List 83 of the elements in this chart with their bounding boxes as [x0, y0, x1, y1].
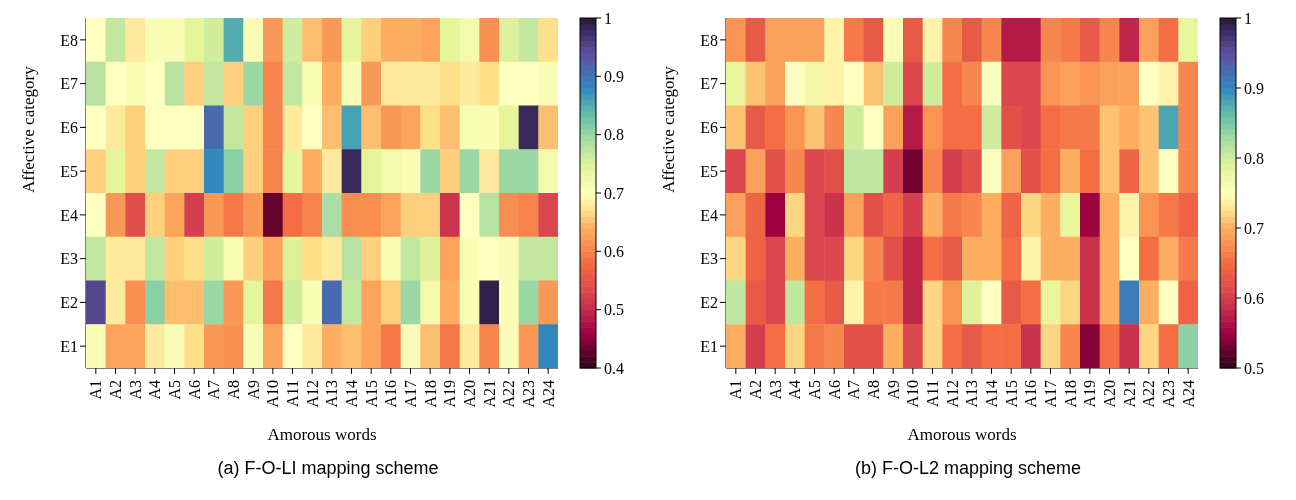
color-bar-label: 1 — [1244, 9, 1252, 27]
x-tick-label: A15 — [1002, 380, 1020, 408]
x-tick-label: A23 — [1160, 380, 1177, 408]
x-tick-label: A12 — [303, 380, 321, 408]
x-axis-title: Amorous words — [907, 425, 1017, 444]
x-tick-label: A6 — [825, 380, 843, 400]
y-tick-label: E8 — [60, 31, 78, 49]
text: (a) F-O-LI mapping scheme — [216, 458, 440, 479]
x-tick-label: A12 — [943, 380, 961, 408]
x-tick-label: A11 — [924, 380, 941, 407]
y-tick-label: E8 — [700, 31, 718, 49]
x-tick-label: A9 — [244, 380, 262, 400]
color-bar-label: 0.8 — [604, 126, 624, 144]
x-tick-label: A4 — [786, 380, 804, 400]
color-bar-label: 0.9 — [1244, 79, 1264, 97]
x-tick-label: A10 — [264, 380, 282, 408]
x-tick-label: A4 — [146, 380, 164, 400]
x-tick-label: A3 — [766, 380, 784, 400]
x-tick-label: A2 — [747, 380, 764, 400]
x-tick-label: A5 — [806, 380, 823, 400]
x-tick-label: A20 — [461, 380, 478, 408]
x-tick-label: A24 — [1179, 380, 1197, 408]
x-tick-label: A21 — [1120, 380, 1138, 408]
x-tick-label: A14 — [343, 380, 360, 408]
x-tick-label: A16 — [1022, 380, 1040, 408]
x-tick-label: A20 — [1101, 380, 1118, 408]
y-tick-label: E5 — [700, 162, 718, 180]
y-axis-title: Affective category — [19, 65, 39, 193]
color-bar-label: 0.6 — [1244, 289, 1264, 307]
x-tick-label: A1 — [87, 380, 105, 400]
x-tick-label: A1 — [727, 380, 745, 400]
text: (b) F-O-L2 mapping scheme — [853, 458, 1083, 479]
y-tick-label: E2 — [700, 294, 718, 312]
x-tick-label: A18 — [421, 380, 439, 408]
y-tick-label: E6 — [60, 119, 78, 137]
x-axis-title: Amorous words — [267, 425, 377, 444]
x-tick-label: A11 — [284, 380, 301, 407]
y-tick-label: E7 — [60, 75, 78, 93]
color-bar-label: 0.7 — [1244, 219, 1264, 237]
x-tick-label: A7 — [205, 380, 223, 400]
color-bar-label: 0.6 — [604, 242, 624, 260]
x-tick-label: A19 — [441, 380, 459, 408]
y-tick-label: E1 — [700, 337, 718, 355]
x-tick-label: A14 — [983, 380, 1000, 408]
y-tick-label: E2 — [60, 294, 78, 312]
x-tick-label: A22 — [1140, 380, 1158, 408]
x-tick-label: A3 — [126, 380, 144, 400]
x-tick-label: A2 — [107, 380, 124, 400]
x-tick-label: A8 — [865, 380, 882, 400]
y-tick-label: E4 — [700, 206, 718, 224]
color-bar-label: 0.8 — [1244, 149, 1264, 167]
x-tick-label: A10 — [904, 380, 922, 408]
color-bar-label: 0.7 — [604, 184, 624, 202]
x-tick-label: A17 — [1042, 380, 1059, 408]
y-tick-label: E3 — [60, 250, 78, 268]
color-bar-label: 1 — [604, 9, 612, 27]
x-tick-label: A7 — [845, 380, 863, 400]
x-tick-label: A22 — [500, 380, 518, 408]
y-tick-label: E5 — [60, 162, 78, 180]
color-bar-label: 0.4 — [604, 359, 624, 377]
x-tick-label: A9 — [884, 380, 902, 400]
x-tick-label: A5 — [166, 380, 183, 400]
x-tick-label: A19 — [1081, 380, 1099, 408]
color-bar-label: 0.5 — [1244, 359, 1264, 377]
x-tick-label: A23 — [520, 380, 537, 408]
x-tick-label: A13 — [963, 380, 981, 408]
x-tick-label: A21 — [480, 380, 498, 408]
x-tick-label: A16 — [382, 380, 400, 408]
x-tick-label: A6 — [185, 380, 203, 400]
y-axis-title: Affective category — [659, 65, 679, 193]
x-tick-label: A13 — [323, 380, 341, 408]
y-tick-label: E3 — [700, 250, 718, 268]
x-tick-label: A15 — [362, 380, 380, 408]
x-tick-label: A17 — [402, 380, 419, 408]
x-tick-label: A18 — [1061, 380, 1079, 408]
y-tick-label: E4 — [60, 206, 78, 224]
x-tick-label: A24 — [539, 380, 557, 408]
x-tick-label: A8 — [225, 380, 242, 400]
y-tick-label: E6 — [700, 119, 718, 137]
y-tick-label: E1 — [60, 337, 78, 355]
color-bar-label: 0.5 — [604, 301, 624, 319]
y-tick-label: E7 — [700, 75, 718, 93]
color-bar-label: 0.9 — [604, 67, 624, 85]
